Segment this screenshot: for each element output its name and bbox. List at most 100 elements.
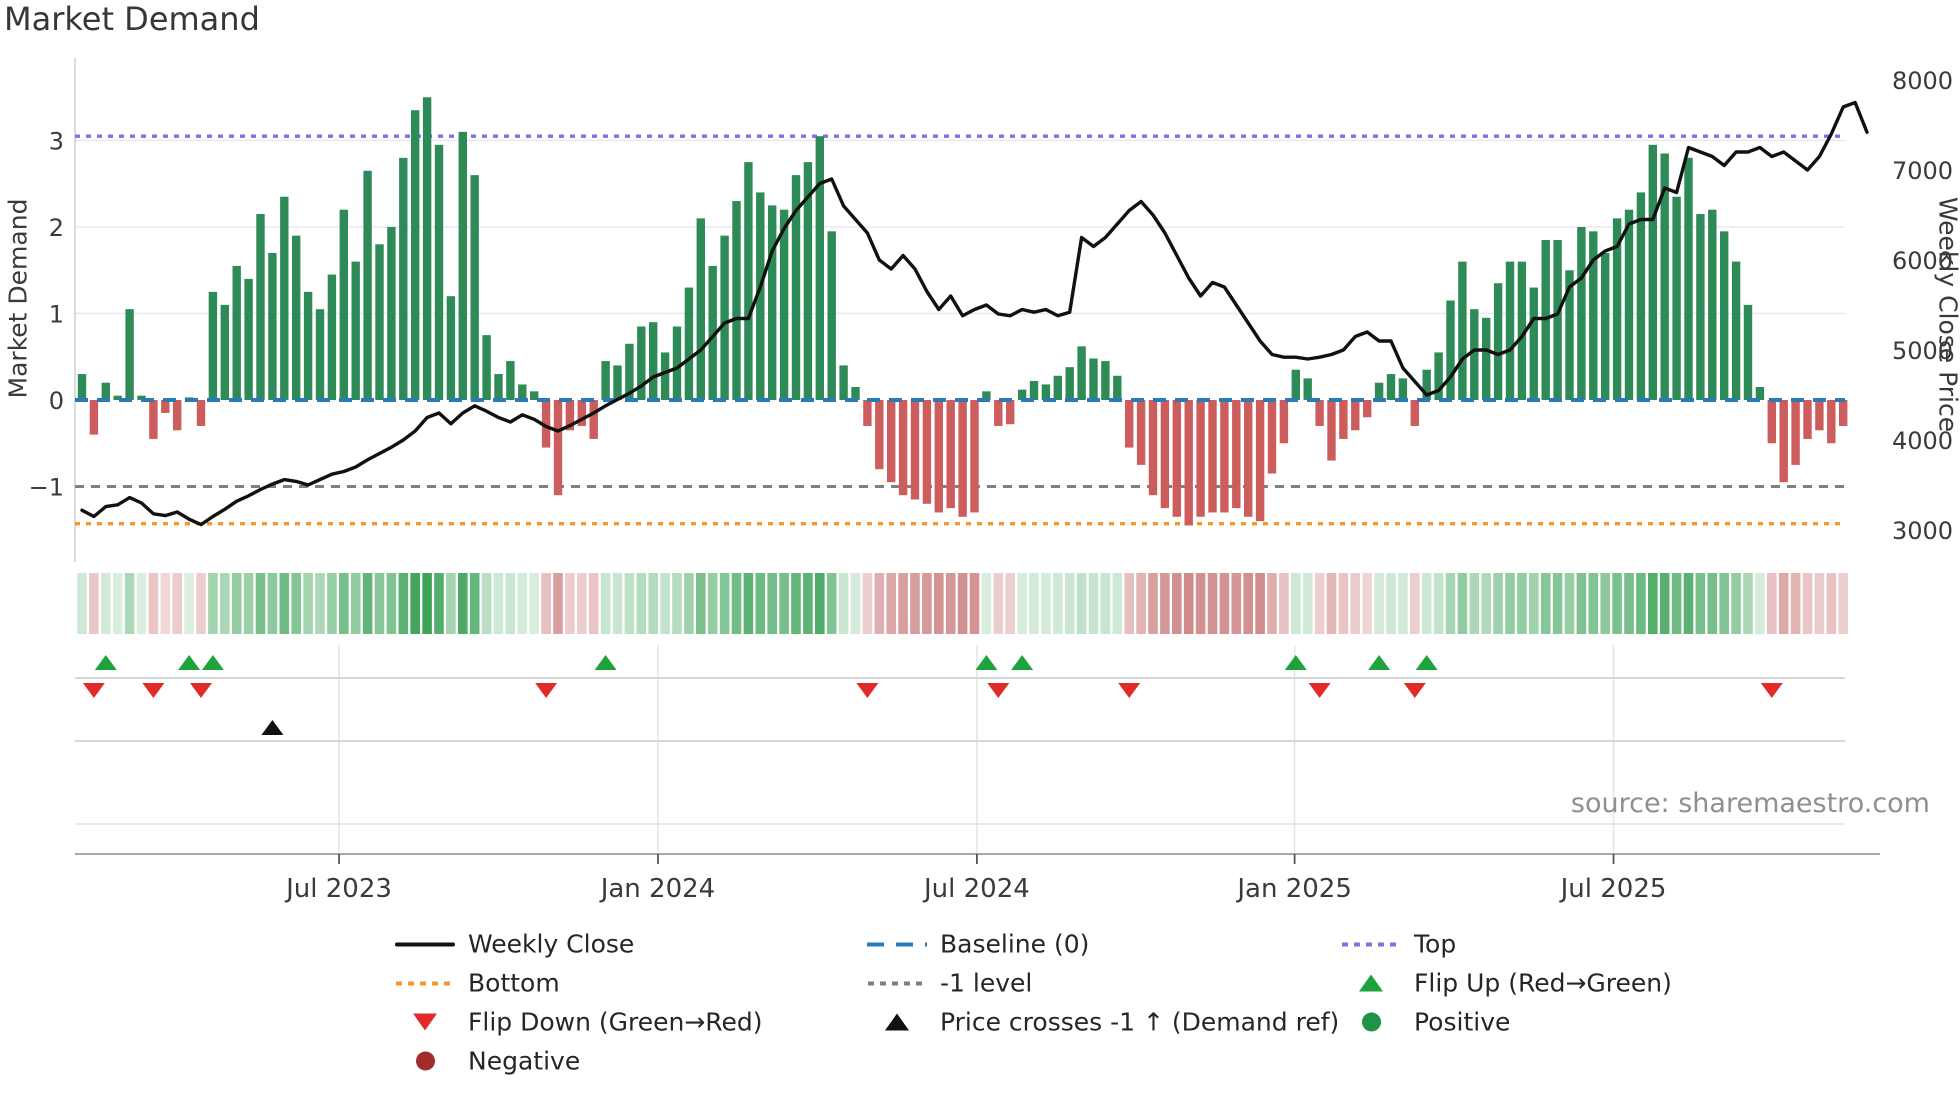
demand-bar-positive: [256, 214, 265, 400]
heatmap-cell: [303, 573, 313, 634]
source-attribution: source: sharemaestro.com: [1570, 788, 1930, 819]
demand-bar-positive: [125, 309, 134, 400]
demand-bar-positive: [684, 287, 694, 400]
heatmap-cell: [1172, 573, 1182, 634]
demand-bar-positive: [1303, 378, 1312, 400]
demand-bar-negative: [994, 400, 1003, 426]
heatmap-cell: [1552, 573, 1563, 634]
left-axis-title: Market Demand: [3, 198, 33, 399]
heatmap-cell: [124, 573, 135, 634]
heatmap-cell: [719, 573, 730, 634]
flip-down-marker: [82, 683, 105, 698]
heatmap-cell: [1362, 573, 1372, 634]
demand-bar-negative: [1184, 400, 1193, 526]
heatmap-cell: [1076, 573, 1087, 634]
demand-bar-positive: [1589, 231, 1598, 400]
left-axis-tick: 1: [49, 301, 64, 329]
demand-bar-positive: [732, 201, 741, 400]
heatmap-cell: [1659, 573, 1670, 634]
demand-bar-positive: [1612, 218, 1622, 400]
left-axis-tick: 2: [49, 214, 64, 242]
heatmap-cell: [1695, 573, 1706, 634]
heatmap-cell: [993, 573, 1004, 634]
demand-bar-positive: [280, 196, 289, 400]
legend-label-bottom: Bottom: [468, 968, 560, 998]
heatmap-cell: [553, 573, 563, 634]
demand-bar-negative: [934, 400, 943, 513]
demand-bar-positive: [1029, 380, 1039, 400]
legend-label-weekly-close: Weekly Close: [468, 929, 635, 959]
demand-bar-positive: [482, 335, 491, 400]
demand-bar-positive: [1577, 227, 1586, 400]
demand-bar-negative: [863, 400, 872, 426]
heatmap-cell: [1540, 573, 1551, 634]
heatmap-cell: [541, 573, 551, 634]
demand-bar-negative: [1803, 400, 1812, 439]
demand-bar-negative: [161, 400, 170, 413]
demand-bar-positive: [232, 265, 241, 400]
demand-bar-positive: [303, 291, 313, 400]
heatmap-cell: [101, 573, 111, 634]
demand-bar-negative: [1255, 400, 1265, 522]
demand-bar-positive: [1434, 352, 1443, 400]
bottom-icon: [394, 981, 456, 985]
heatmap-cell: [910, 573, 920, 634]
top-icon: [1340, 942, 1402, 946]
flip-down-marker: [142, 683, 165, 698]
legend-label-flip-up: Flip Up (Red→Green): [1414, 968, 1672, 998]
legend-item-top: Top: [1340, 930, 1456, 959]
flip-down-marker: [1403, 683, 1426, 698]
heatmap-cell: [1457, 573, 1468, 634]
weekly-close-icon: [394, 942, 456, 946]
demand-bar-negative: [1767, 400, 1776, 444]
legend-item-positive: Positive: [1340, 1008, 1510, 1037]
heatmap-cell: [434, 573, 444, 634]
flip-down-marker: [190, 683, 212, 698]
heatmap-cell: [1826, 573, 1837, 634]
demand-bar-positive: [208, 291, 218, 400]
legend-label-price-cross: Price crosses -1 ↑ (Demand ref): [940, 1007, 1340, 1037]
demand-bar-negative: [1208, 400, 1217, 513]
heatmap-cell: [1755, 573, 1765, 634]
heatmap-cell: [565, 573, 575, 634]
demand-bar-positive: [506, 361, 515, 400]
heatmap-cell: [196, 573, 206, 634]
weekly-close-line: [80, 100, 1869, 527]
heatmap-cell: [1112, 573, 1123, 634]
demand-bar-positive: [1636, 192, 1646, 400]
heatmap-cell: [1398, 573, 1408, 634]
demand-bar-positive: [696, 218, 705, 400]
demand-bar-positive: [244, 278, 253, 400]
demand-bar-negative: [1315, 400, 1324, 426]
heatmap-cell: [1612, 573, 1622, 634]
x-axis-tick: Jul 2025: [1559, 874, 1667, 904]
flip-up-marker: [1011, 655, 1034, 670]
demand-bar-positive: [1053, 375, 1062, 400]
heatmap-cell: [1719, 573, 1729, 634]
heatmap-cell: [160, 573, 171, 634]
right-axis-tick: 5000: [1892, 337, 1953, 365]
heatmap-cell: [588, 573, 599, 634]
demand-bar-negative: [1327, 400, 1336, 461]
flip-up-marker: [594, 655, 617, 670]
demand-bar-positive: [411, 110, 420, 400]
heatmap-cell: [1481, 573, 1491, 634]
heatmap-cell: [1326, 573, 1337, 634]
demand-bar-negative: [898, 400, 908, 496]
heatmap-cell: [1267, 573, 1277, 634]
heatmap-cell: [1469, 573, 1480, 634]
demand-bar-negative: [1220, 400, 1229, 513]
heatmap-cell: [1195, 573, 1206, 634]
demand-bar-positive: [1482, 317, 1491, 400]
minus1-level-icon: [866, 981, 928, 985]
demand-bar-negative: [1779, 400, 1788, 483]
flip-down-icon: [394, 1013, 456, 1031]
demand-bar-positive: [446, 296, 456, 400]
flip-down-marker: [535, 683, 558, 698]
heatmap-cell: [1648, 573, 1658, 634]
demand-bar-negative: [1363, 400, 1372, 418]
demand-bar-positive: [1493, 283, 1503, 400]
negative-icon: [394, 1051, 456, 1071]
right-axis-tick: 8000: [1892, 67, 1953, 95]
heatmap-cell: [1671, 573, 1682, 634]
